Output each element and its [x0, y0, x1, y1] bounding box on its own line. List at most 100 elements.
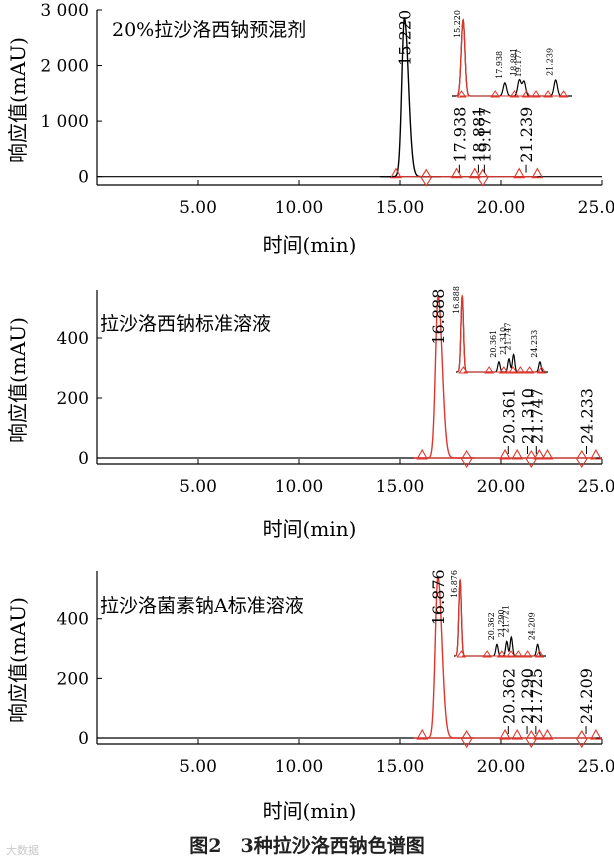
- inset-marker: [496, 650, 507, 658]
- integration-marker: [531, 167, 544, 179]
- y-tick-label: 2 000: [40, 57, 89, 77]
- inset-marker: [531, 90, 541, 98]
- y-axis-title: 响应值(mAU): [6, 597, 30, 723]
- x-tick-label: 20.00: [477, 757, 526, 777]
- panel-title: 拉沙洛菌素钠A标准溶液: [100, 595, 304, 617]
- integration-marker: [420, 168, 432, 187]
- inset-marker: [543, 90, 553, 98]
- integration-marker: [541, 448, 554, 460]
- integration-marker: [511, 448, 524, 460]
- x-axis-title: 时间(min): [263, 799, 357, 823]
- integration-marker: [477, 168, 489, 187]
- inset-peak-label: 19.177: [514, 49, 523, 77]
- inset-marker: [521, 90, 532, 98]
- inset-peak-label: 21.239: [546, 48, 555, 76]
- integration-marker: [590, 728, 602, 740]
- y-tick-label: 0: [78, 168, 89, 188]
- integration-marker: [533, 728, 546, 740]
- figure-caption: 图2 3种拉沙洛西钠色谱图: [189, 835, 425, 857]
- y-tick-label: 200: [57, 389, 89, 409]
- inset-peak-label: 18.881: [509, 48, 518, 76]
- inset-marker: [482, 650, 493, 658]
- inset-peak-label: 21.310: [499, 327, 508, 355]
- inset-peak-label: 21.721: [501, 605, 510, 633]
- y-tick-label: 0: [78, 449, 89, 469]
- x-tick-label: 20.00: [477, 477, 526, 497]
- integration-marker: [450, 167, 463, 179]
- peak-label: 21.725: [527, 668, 546, 724]
- inset-marker: [458, 366, 469, 374]
- inset-main-peak: [455, 578, 466, 657]
- peak-label: 21.310: [518, 388, 537, 444]
- x-tick-label: 5.00: [179, 198, 217, 218]
- inset-peak-label: 20.361: [489, 330, 498, 358]
- integration-marker: [499, 728, 511, 740]
- integration-marker: [390, 167, 402, 179]
- inset-peak-label: 21.747: [504, 322, 513, 350]
- chart-panel-1: 0 1 000 2 000 3 000 5.00 10.00 15.00 20.00 25.00…: [6, 1, 614, 257]
- peak-label: 20.362: [499, 668, 518, 724]
- x-tick-label: 15.00: [376, 757, 425, 777]
- integration-marker: [576, 449, 588, 469]
- inset-marker: [456, 90, 467, 98]
- inset-main-peak: [456, 18, 471, 97]
- panel-title: 拉沙洛西钠标准溶液: [100, 313, 271, 335]
- integration-marker: [525, 449, 537, 469]
- peak-label: 24.209: [577, 668, 596, 724]
- x-axis-title: 时间(min): [263, 517, 357, 541]
- peak-label: 16.888: [429, 289, 448, 345]
- inset-marker: [456, 650, 467, 658]
- y-tick-label: 400: [57, 610, 89, 630]
- peak-label: 15.220: [395, 10, 414, 66]
- peak-label: 21.290: [518, 668, 537, 724]
- peak-label: 18.881: [469, 107, 488, 163]
- integration-marker: [513, 167, 526, 179]
- inset-marker: [524, 366, 535, 374]
- inset-peak-label: 16.876: [450, 570, 459, 598]
- inset-peak-label: 16.888: [452, 286, 461, 314]
- integration-marker: [461, 729, 473, 749]
- peak-label: 21.239: [517, 107, 536, 163]
- inset-marker: [534, 650, 545, 658]
- inset-marker: [506, 650, 516, 658]
- integration-marker: [590, 448, 602, 460]
- integration-marker: [511, 728, 524, 740]
- inset-marker: [536, 366, 547, 374]
- inset-peak-label: 15.220: [453, 10, 462, 38]
- integration-marker: [576, 729, 588, 749]
- x-axis-title: 时间(min): [263, 233, 357, 257]
- inset-marker: [484, 366, 495, 374]
- inset-marker: [508, 366, 518, 374]
- peak-label: 24.233: [578, 388, 597, 444]
- x-tick-label: 10.00: [275, 757, 324, 777]
- integration-marker: [416, 728, 429, 740]
- inset-peak-label: 17.938: [495, 51, 504, 79]
- y-tick-label: 400: [57, 329, 89, 349]
- inset-marker: [515, 366, 526, 374]
- peak-label: 20.361: [499, 388, 518, 444]
- y-tick-label: 0: [78, 729, 89, 749]
- inset-marker: [498, 366, 509, 374]
- x-tick-label: 25.00: [578, 198, 614, 218]
- integration-marker: [499, 448, 511, 460]
- x-tick-label: 5.00: [179, 757, 217, 777]
- integration-marker: [416, 448, 429, 460]
- watermark: 大数据: [6, 844, 39, 857]
- x-tick-label: 15.00: [376, 477, 425, 497]
- peak-label: 16.876: [429, 569, 448, 625]
- inset-marker: [490, 90, 501, 98]
- x-tick-label: 5.00: [179, 477, 217, 497]
- integration-marker: [541, 728, 554, 740]
- chart-panel-2: 0 200 400 5.00 10.00 15.00 20.00 25.00 时间(min) 响应…: [6, 286, 614, 541]
- integration-marker: [461, 449, 473, 469]
- y-axis-title: 响应值(mAU): [6, 37, 30, 163]
- inset-peak-label: 21.290: [497, 609, 506, 637]
- inset-peak-label: 24.209: [528, 612, 537, 640]
- integration-marker: [533, 448, 546, 460]
- x-tick-label: 20.00: [477, 198, 526, 218]
- peak-label: 19.177: [475, 107, 494, 163]
- x-tick-label: 10.00: [275, 477, 324, 497]
